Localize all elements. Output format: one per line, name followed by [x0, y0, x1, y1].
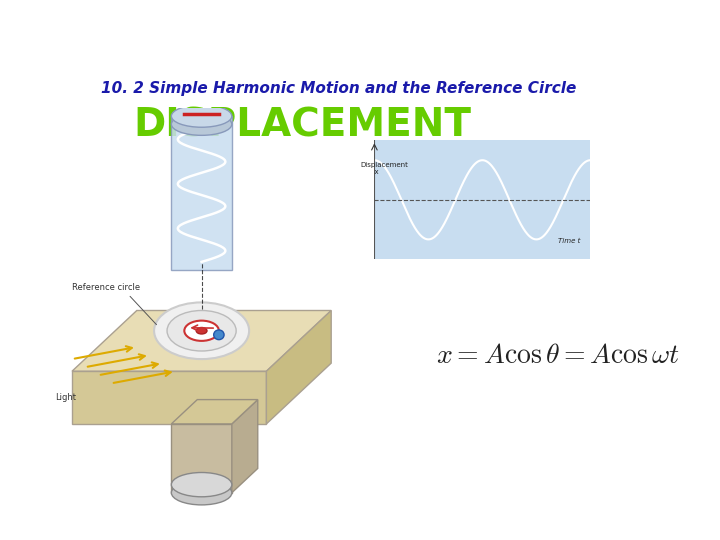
Polygon shape [72, 372, 266, 424]
Ellipse shape [171, 113, 232, 136]
Polygon shape [232, 400, 258, 492]
Polygon shape [171, 400, 258, 424]
Polygon shape [171, 116, 232, 270]
Ellipse shape [171, 481, 232, 505]
Text: Light: Light [55, 393, 76, 402]
Text: Time t: Time t [558, 238, 580, 245]
Text: Displacement
      x: Displacement x [361, 161, 408, 174]
Polygon shape [266, 310, 331, 424]
Ellipse shape [154, 302, 249, 359]
Text: $x = A\cos\theta = A\cos\omega t$: $x = A\cos\theta = A\cos\omega t$ [436, 342, 680, 369]
Polygon shape [171, 424, 232, 492]
Ellipse shape [167, 310, 236, 351]
Polygon shape [72, 310, 331, 372]
Ellipse shape [171, 105, 232, 127]
Text: DISPLACEMENT: DISPLACEMENT [133, 106, 471, 144]
Text: 10. 2 Simple Harmonic Motion and the Reference Circle: 10. 2 Simple Harmonic Motion and the Ref… [101, 82, 577, 97]
Circle shape [214, 330, 224, 340]
Ellipse shape [184, 321, 219, 341]
Ellipse shape [171, 472, 232, 497]
Text: Reference circle: Reference circle [72, 284, 140, 292]
Ellipse shape [196, 327, 207, 334]
